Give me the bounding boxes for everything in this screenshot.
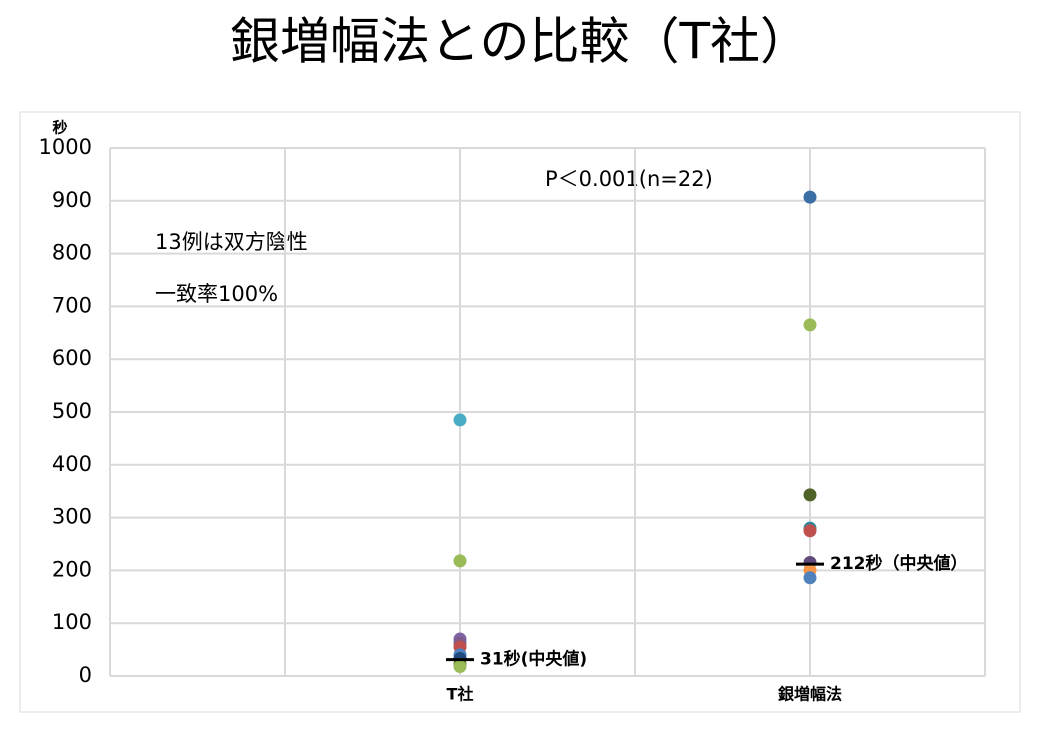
annotation: 13例は双方陰性 [155,230,308,254]
y-tick-label: 400 [52,452,92,476]
y-tick-label: 1000 [39,135,92,159]
y-tick-label: 700 [52,293,92,317]
y-tick-label: 600 [52,346,92,370]
data-point [453,413,467,427]
data-point [803,488,817,502]
y-tick-label: 800 [52,241,92,265]
y-tick-label: 0 [79,663,92,687]
annotation: P＜0.001(n=22) [545,167,713,191]
data-point [803,571,817,585]
data-point [803,524,817,538]
data-point [803,318,817,332]
data-point [453,554,467,568]
x-tick-label: 銀増幅法 [778,685,842,704]
median-label: 212秒（中央値） [830,553,968,574]
y-tick-label: 200 [52,557,92,581]
data-point [453,659,467,673]
y-tick-label: 900 [52,188,92,212]
median-label: 31秒(中央値) [480,649,587,670]
x-tick-label: T社 [447,685,474,704]
y-tick-label: 500 [52,399,92,423]
chart-title: 銀増幅法との比較（T社） [230,13,810,71]
chart-frame [19,111,1021,713]
y-tick-label: 300 [52,505,92,529]
y-axis-label: 秒 [52,119,67,137]
data-point [803,190,817,204]
y-tick-label: 100 [52,610,92,634]
annotation: 一致率100% [155,282,278,306]
